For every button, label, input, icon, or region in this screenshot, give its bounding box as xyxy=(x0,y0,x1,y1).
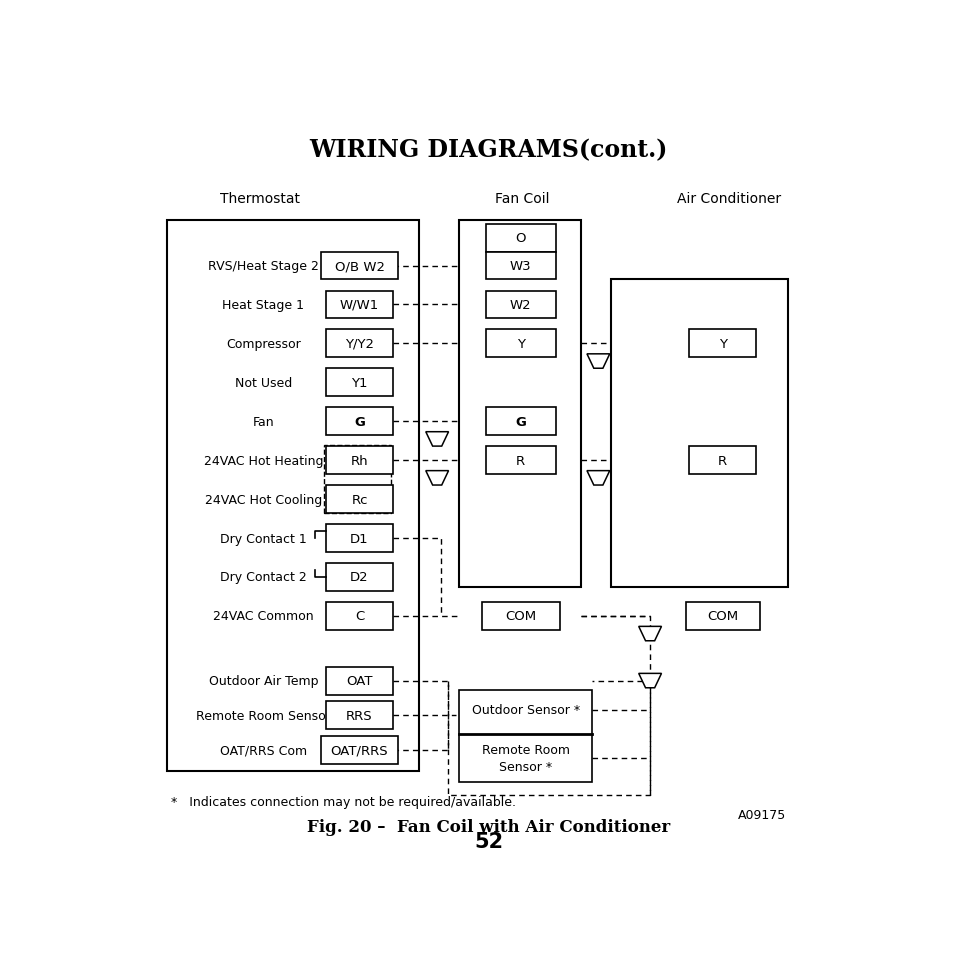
Text: Y: Y xyxy=(517,337,524,351)
Bar xyxy=(326,292,393,319)
Text: Y: Y xyxy=(718,337,726,351)
Polygon shape xyxy=(639,627,660,641)
Text: OAT: OAT xyxy=(346,675,373,687)
Bar xyxy=(689,330,755,358)
Text: 52: 52 xyxy=(474,831,503,851)
Bar xyxy=(485,408,556,436)
Text: G: G xyxy=(515,416,526,428)
Text: WIRING DIAGRAMS(cont.): WIRING DIAGRAMS(cont.) xyxy=(310,137,667,162)
Bar xyxy=(485,330,556,358)
Bar xyxy=(485,225,556,253)
Text: Compressor: Compressor xyxy=(226,337,300,351)
Text: Not Used: Not Used xyxy=(234,376,292,390)
Bar xyxy=(326,563,393,591)
Text: Fig. 20 –  Fan Coil with Air Conditioner: Fig. 20 – Fan Coil with Air Conditioner xyxy=(307,818,670,835)
Text: D2: D2 xyxy=(350,571,369,584)
Text: Remote Room
Sensor *: Remote Room Sensor * xyxy=(481,743,569,774)
Bar xyxy=(326,486,393,514)
Bar xyxy=(167,221,418,771)
Text: W2: W2 xyxy=(509,298,531,312)
Text: Fan Coil: Fan Coil xyxy=(495,192,549,206)
Bar xyxy=(326,408,393,436)
Text: Air Conditioner: Air Conditioner xyxy=(677,192,781,206)
Text: 24VAC Hot Heating: 24VAC Hot Heating xyxy=(203,455,323,467)
Text: Dry Contact 2: Dry Contact 2 xyxy=(220,571,307,584)
Text: 24VAC Common: 24VAC Common xyxy=(213,610,314,622)
Text: Y/Y2: Y/Y2 xyxy=(345,337,374,351)
Text: OAT/RRS Com: OAT/RRS Com xyxy=(219,743,307,757)
Text: Fan: Fan xyxy=(253,416,274,428)
Text: D1: D1 xyxy=(350,532,369,545)
Text: O: O xyxy=(515,232,525,245)
Text: 24VAC Hot Cooling: 24VAC Hot Cooling xyxy=(205,493,322,506)
Bar xyxy=(326,602,393,630)
Polygon shape xyxy=(425,471,448,485)
Text: Rc: Rc xyxy=(351,493,368,506)
Text: Outdoor Sensor *: Outdoor Sensor * xyxy=(472,703,579,717)
Text: RVS/Heat Stage 2: RVS/Heat Stage 2 xyxy=(208,260,318,273)
Bar xyxy=(685,602,759,630)
Text: Rh: Rh xyxy=(351,455,368,467)
Bar xyxy=(326,369,393,396)
Bar xyxy=(320,253,398,280)
Text: Remote Room Sensor: Remote Room Sensor xyxy=(195,709,331,721)
Bar xyxy=(326,667,393,695)
Bar xyxy=(481,602,559,630)
Bar xyxy=(324,445,390,514)
Text: Thermostat: Thermostat xyxy=(219,192,299,206)
Bar xyxy=(326,447,393,475)
Polygon shape xyxy=(586,471,609,485)
Polygon shape xyxy=(425,433,448,447)
Text: Heat Stage 1: Heat Stage 1 xyxy=(222,298,304,312)
Bar xyxy=(459,690,592,782)
Text: Outdoor Air Temp: Outdoor Air Temp xyxy=(209,675,318,687)
Text: OAT/RRS: OAT/RRS xyxy=(331,743,388,757)
Text: W3: W3 xyxy=(509,260,531,273)
Text: COM: COM xyxy=(706,610,738,622)
Bar xyxy=(689,447,755,475)
Text: R: R xyxy=(718,455,726,467)
Text: R: R xyxy=(516,455,525,467)
Text: Y1: Y1 xyxy=(351,376,368,390)
Text: W/W1: W/W1 xyxy=(339,298,378,312)
Text: A09175: A09175 xyxy=(738,808,786,821)
Bar xyxy=(320,736,398,763)
Text: *   Indicates connection may not be required/available.: * Indicates connection may not be requir… xyxy=(171,796,516,808)
Bar xyxy=(485,253,556,280)
Text: C: C xyxy=(355,610,364,622)
Bar xyxy=(326,524,393,553)
Bar xyxy=(485,292,556,319)
Text: Dry Contact 1: Dry Contact 1 xyxy=(220,532,307,545)
Text: G: G xyxy=(354,416,365,428)
Polygon shape xyxy=(639,674,660,688)
Text: O/B W2: O/B W2 xyxy=(335,260,384,273)
Text: COM: COM xyxy=(505,610,536,622)
Text: RRS: RRS xyxy=(346,709,373,721)
Bar xyxy=(610,279,787,588)
Bar xyxy=(459,221,580,588)
Bar xyxy=(485,447,556,475)
Bar xyxy=(326,701,393,729)
Polygon shape xyxy=(586,355,609,369)
Bar xyxy=(326,330,393,358)
